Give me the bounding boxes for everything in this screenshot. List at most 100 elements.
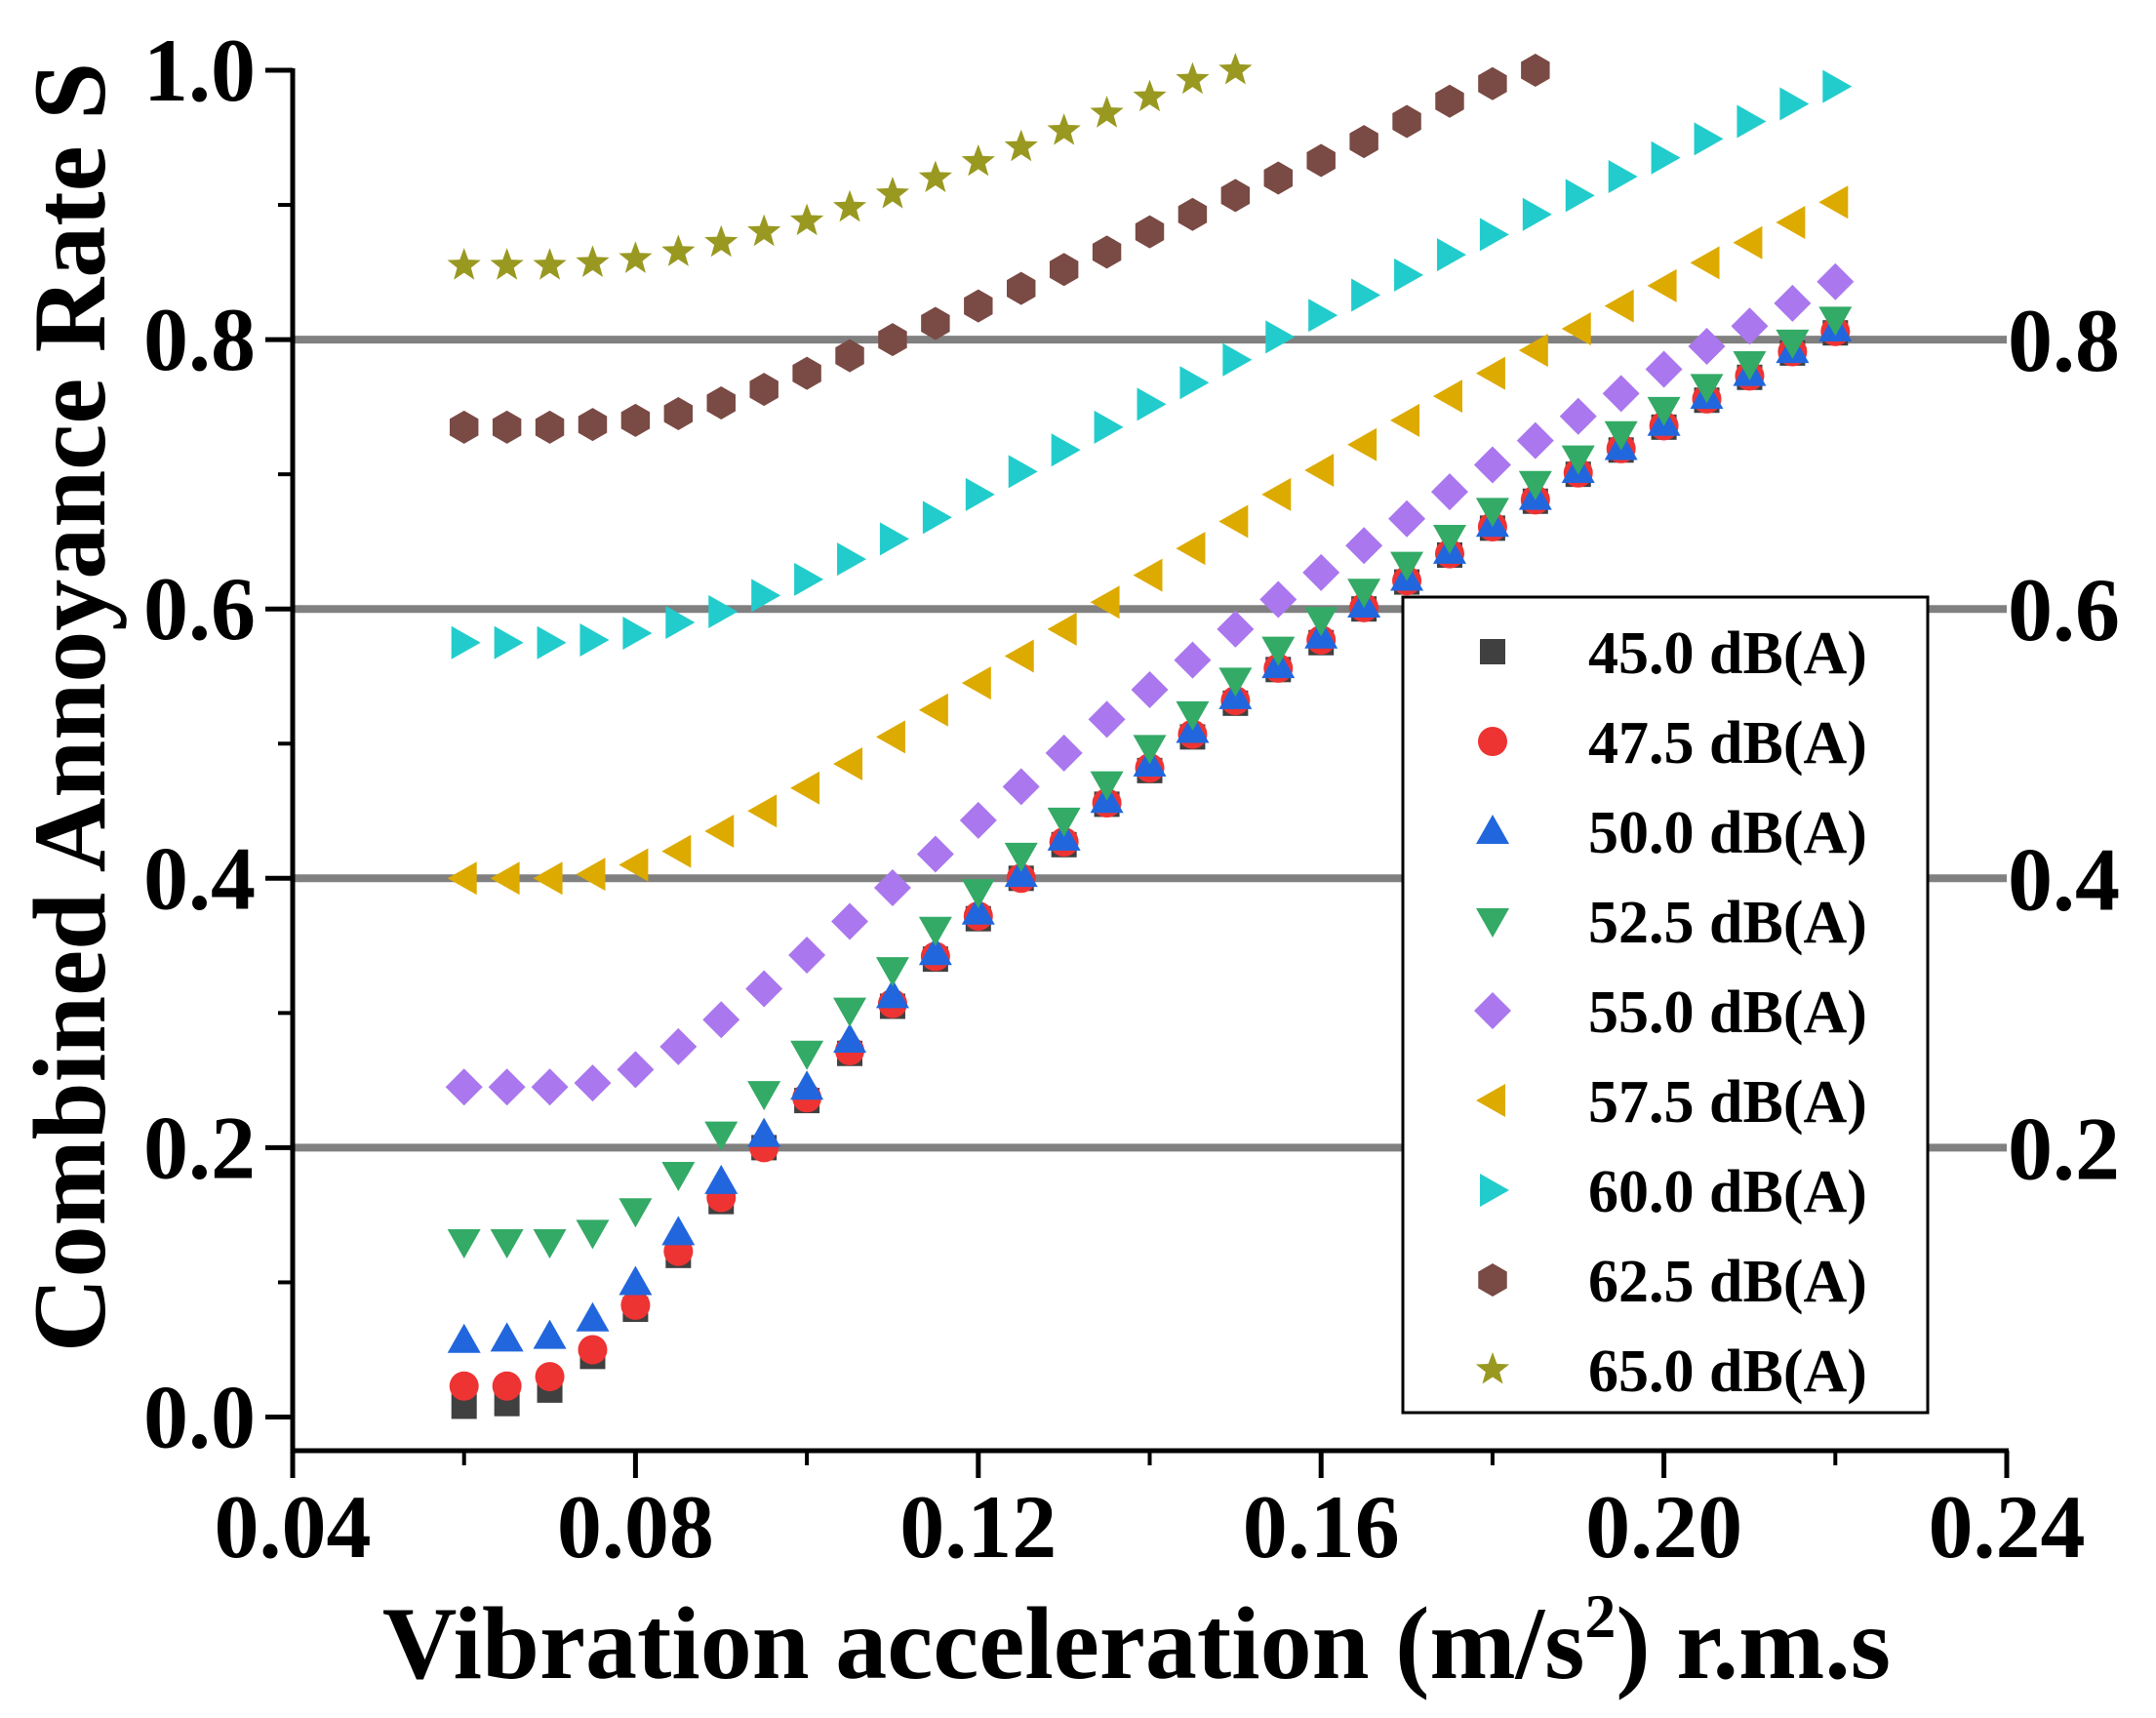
data-point bbox=[1436, 238, 1466, 272]
data-point bbox=[1647, 268, 1677, 302]
data-point bbox=[619, 241, 653, 273]
data-point bbox=[1647, 396, 1681, 426]
data-point bbox=[1559, 397, 1597, 435]
data-point bbox=[1304, 454, 1335, 488]
data-point bbox=[1565, 179, 1595, 213]
reference-line-label: 0.8 bbox=[2008, 291, 2120, 390]
data-point bbox=[661, 234, 696, 266]
x-tick-label: 0.12 bbox=[899, 1477, 1057, 1577]
data-point bbox=[617, 1051, 655, 1089]
data-point bbox=[574, 1064, 612, 1102]
legend-marker bbox=[1478, 727, 1507, 756]
data-point bbox=[1479, 218, 1509, 252]
data-point bbox=[535, 410, 565, 444]
x-tick-label: 0.08 bbox=[557, 1477, 714, 1577]
legend-marker bbox=[1480, 639, 1505, 664]
data-point bbox=[576, 1301, 610, 1332]
data-point bbox=[1475, 356, 1505, 390]
data-point bbox=[1137, 387, 1167, 421]
data-point bbox=[1220, 179, 1251, 213]
data-point bbox=[1608, 160, 1638, 194]
data-point bbox=[1090, 771, 1124, 801]
data-point bbox=[833, 1022, 867, 1053]
data-point bbox=[1047, 113, 1081, 145]
data-point bbox=[918, 693, 948, 727]
data-point bbox=[449, 1371, 479, 1401]
data-point bbox=[533, 1319, 567, 1349]
data-point bbox=[1645, 350, 1683, 388]
data-point bbox=[1776, 329, 1810, 359]
data-point bbox=[1088, 700, 1126, 739]
x-tick-label: 0.24 bbox=[1929, 1477, 2086, 1577]
data-point bbox=[704, 1121, 739, 1151]
data-point bbox=[833, 746, 863, 780]
data-point bbox=[1302, 553, 1340, 591]
data-point bbox=[661, 1216, 696, 1246]
legend-label: 62.5 dB(A) bbox=[1588, 1249, 1867, 1315]
data-point bbox=[447, 1323, 481, 1353]
data-point bbox=[1047, 807, 1081, 837]
data-point bbox=[1518, 334, 1548, 368]
data-point bbox=[1261, 636, 1296, 666]
data-point bbox=[747, 214, 781, 247]
data-point bbox=[747, 1081, 781, 1111]
data-markers bbox=[445, 53, 1855, 1419]
data-point bbox=[1004, 858, 1038, 888]
y-tick-label: 0.4 bbox=[143, 828, 256, 928]
data-point bbox=[875, 720, 905, 754]
legend-marker bbox=[1476, 908, 1509, 938]
data-point bbox=[1090, 96, 1124, 128]
data-point bbox=[1218, 504, 1249, 539]
legend-label: 45.0 dB(A) bbox=[1588, 620, 1867, 687]
data-point bbox=[794, 562, 824, 596]
data-point bbox=[1475, 498, 1509, 528]
data-point bbox=[492, 410, 522, 444]
data-point bbox=[1265, 320, 1296, 354]
data-point bbox=[1263, 161, 1293, 195]
data-point bbox=[1047, 612, 1077, 646]
data-point bbox=[745, 970, 783, 1008]
data-point bbox=[918, 916, 952, 946]
data-point bbox=[1737, 104, 1767, 139]
data-point bbox=[1521, 54, 1550, 87]
legend-marker bbox=[1478, 1263, 1507, 1297]
data-point bbox=[1392, 104, 1421, 139]
x-axis-title-main: Vibration acceleration (m/s bbox=[382, 1586, 1584, 1700]
x-tick-label: 0.20 bbox=[1585, 1477, 1742, 1577]
data-point bbox=[1176, 532, 1206, 566]
data-point bbox=[835, 339, 864, 373]
data-point bbox=[1004, 129, 1038, 162]
data-point bbox=[1007, 271, 1036, 305]
data-point bbox=[1347, 579, 1381, 609]
data-point bbox=[1174, 641, 1212, 679]
data-point bbox=[1435, 84, 1464, 118]
data-point bbox=[1351, 278, 1381, 312]
data-point bbox=[445, 1068, 483, 1106]
data-point bbox=[1259, 580, 1298, 619]
data-point bbox=[447, 1229, 481, 1259]
data-point bbox=[533, 248, 567, 280]
reference-lines: 0.2 0.4 0.6 0.8 bbox=[293, 291, 2120, 1198]
y-tick-label: 0.0 bbox=[143, 1367, 256, 1466]
data-point bbox=[831, 902, 869, 940]
data-point bbox=[1306, 143, 1336, 178]
data-point bbox=[789, 203, 824, 236]
data-point bbox=[1733, 350, 1767, 380]
data-point bbox=[704, 814, 735, 848]
data-point bbox=[1561, 312, 1591, 346]
data-point bbox=[965, 477, 995, 511]
data-point bbox=[531, 1068, 569, 1106]
reference-line-label: 0.2 bbox=[2008, 1099, 2120, 1198]
data-point bbox=[704, 224, 739, 258]
data-point bbox=[620, 403, 651, 437]
data-point bbox=[788, 936, 826, 974]
data-point bbox=[1218, 667, 1253, 698]
data-point bbox=[1818, 306, 1853, 337]
data-point bbox=[1602, 375, 1640, 413]
data-point bbox=[1518, 470, 1552, 500]
axes: 0.0 0.2 0.4 0.6 0.8 1.0 0.04 0.08 0.12 0.16 0.20 0.… bbox=[143, 20, 2086, 1577]
data-point bbox=[1133, 558, 1163, 592]
data-point bbox=[1390, 403, 1420, 437]
data-point bbox=[1217, 610, 1255, 648]
data-point bbox=[1694, 122, 1724, 156]
